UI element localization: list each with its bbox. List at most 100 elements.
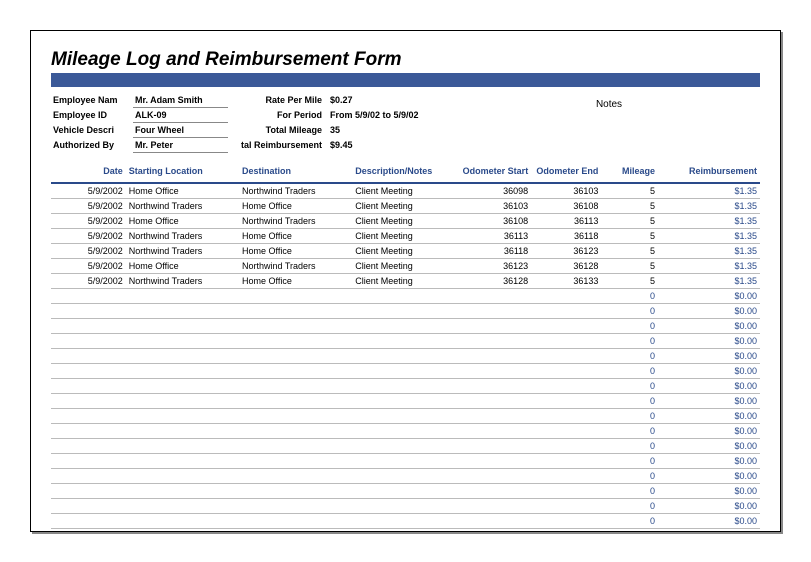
cell-dest: Home Office xyxy=(239,244,352,259)
cell-date xyxy=(51,349,126,364)
table-row-empty: 0$0.00 xyxy=(51,439,760,454)
cell-mileage: 0 xyxy=(601,289,658,304)
cell-desc xyxy=(352,319,454,334)
cell-desc: Client Meeting xyxy=(352,214,454,229)
cell-mileage: 5 xyxy=(601,274,658,289)
cell-date xyxy=(51,289,126,304)
cell-desc: Client Meeting xyxy=(352,199,454,214)
column-header-odo_end: Odometer End xyxy=(531,163,601,183)
table-row: 5/9/2002Home OfficeNorthwind TradersClie… xyxy=(51,183,760,199)
column-header-odo_start: Odometer Start xyxy=(454,163,531,183)
cell-reimb: $0.00 xyxy=(658,379,760,394)
cell-odo_end xyxy=(531,319,601,334)
cell-date xyxy=(51,394,126,409)
value-total-reimbursement: $9.45 xyxy=(328,138,458,153)
cell-dest xyxy=(239,424,352,439)
cell-dest: Northwind Traders xyxy=(239,183,352,199)
cell-odo_start: 36128 xyxy=(454,274,531,289)
cell-mileage: 0 xyxy=(601,394,658,409)
column-header-desc: Description/Notes xyxy=(352,163,454,183)
table-row: 5/9/2002Home OfficeNorthwind TradersClie… xyxy=(51,259,760,274)
cell-mileage: 5 xyxy=(601,199,658,214)
cell-odo_end xyxy=(531,304,601,319)
cell-odo_start: 36103 xyxy=(454,199,531,214)
cell-mileage: 5 xyxy=(601,214,658,229)
cell-desc xyxy=(352,454,454,469)
cell-odo_start xyxy=(454,409,531,424)
cell-odo_start: 36108 xyxy=(454,214,531,229)
cell-mileage: 0 xyxy=(601,319,658,334)
column-header-mileage: Mileage xyxy=(601,163,658,183)
cell-reimb: $1.35 xyxy=(658,199,760,214)
cell-date xyxy=(51,439,126,454)
cell-dest xyxy=(239,379,352,394)
cell-odo_end xyxy=(531,409,601,424)
table-header-row: DateStarting LocationDestinationDescript… xyxy=(51,163,760,183)
cell-mileage: 0 xyxy=(601,364,658,379)
cell-desc xyxy=(352,439,454,454)
cell-odo_end: 36108 xyxy=(531,199,601,214)
cell-odo_start xyxy=(454,304,531,319)
cell-start xyxy=(126,439,239,454)
cell-odo_start xyxy=(454,394,531,409)
cell-mileage: 0 xyxy=(601,484,658,499)
cell-reimb: $0.00 xyxy=(658,304,760,319)
table-row: 5/9/2002Northwind TradersHome OfficeClie… xyxy=(51,244,760,259)
cell-mileage: 5 xyxy=(601,229,658,244)
cell-desc xyxy=(352,514,454,529)
cell-dest: Northwind Traders xyxy=(239,259,352,274)
label-rate-per-mile: Rate Per Mile xyxy=(228,93,328,108)
cell-desc xyxy=(352,409,454,424)
cell-start xyxy=(126,349,239,364)
cell-date xyxy=(51,364,126,379)
value-total-mileage: 35 xyxy=(328,123,458,138)
label-vehicle-desc: Vehicle Descri xyxy=(51,123,133,138)
cell-odo_end xyxy=(531,499,601,514)
table-row-empty: 0$0.00 xyxy=(51,364,760,379)
info-section: Employee Nam Mr. Adam Smith Rate Per Mil… xyxy=(51,93,760,153)
label-authorized-by: Authorized By xyxy=(51,138,133,153)
cell-desc xyxy=(352,364,454,379)
cell-dest xyxy=(239,319,352,334)
cell-desc xyxy=(352,424,454,439)
table-row-empty: 0$0.00 xyxy=(51,454,760,469)
mileage-table: DateStarting LocationDestinationDescript… xyxy=(51,163,760,529)
cell-odo_start xyxy=(454,514,531,529)
cell-date xyxy=(51,469,126,484)
cell-odo_start: 36113 xyxy=(454,229,531,244)
value-vehicle-desc: Four Wheel xyxy=(133,123,228,138)
cell-odo_end: 36123 xyxy=(531,244,601,259)
value-for-period: From 5/9/02 to 5/9/02 xyxy=(328,108,458,123)
cell-desc xyxy=(352,484,454,499)
cell-mileage: 0 xyxy=(601,499,658,514)
cell-start xyxy=(126,364,239,379)
cell-mileage: 0 xyxy=(601,334,658,349)
cell-reimb: $0.00 xyxy=(658,349,760,364)
value-rate-per-mile: $0.27 xyxy=(328,93,458,108)
cell-reimb: $1.35 xyxy=(658,214,760,229)
cell-reimb: $0.00 xyxy=(658,364,760,379)
cell-odo_start xyxy=(454,319,531,334)
table-row: 5/9/2002Northwind TradersHome OfficeClie… xyxy=(51,274,760,289)
cell-odo_end xyxy=(531,394,601,409)
column-header-start: Starting Location xyxy=(126,163,239,183)
cell-dest xyxy=(239,454,352,469)
table-row-empty: 0$0.00 xyxy=(51,469,760,484)
cell-odo_start xyxy=(454,334,531,349)
label-total-mileage: Total Mileage xyxy=(228,123,328,138)
cell-odo_start xyxy=(454,454,531,469)
cell-start xyxy=(126,394,239,409)
cell-odo_start xyxy=(454,364,531,379)
cell-desc xyxy=(352,469,454,484)
cell-date xyxy=(51,424,126,439)
cell-start xyxy=(126,454,239,469)
label-employee-id: Employee ID xyxy=(51,108,133,123)
cell-date: 5/9/2002 xyxy=(51,183,126,199)
table-row-empty: 0$0.00 xyxy=(51,484,760,499)
cell-odo_end: 36133 xyxy=(531,274,601,289)
cell-date xyxy=(51,334,126,349)
value-employee-id: ALK-09 xyxy=(133,108,228,123)
cell-date: 5/9/2002 xyxy=(51,229,126,244)
cell-start: Home Office xyxy=(126,183,239,199)
table-row-empty: 0$0.00 xyxy=(51,499,760,514)
